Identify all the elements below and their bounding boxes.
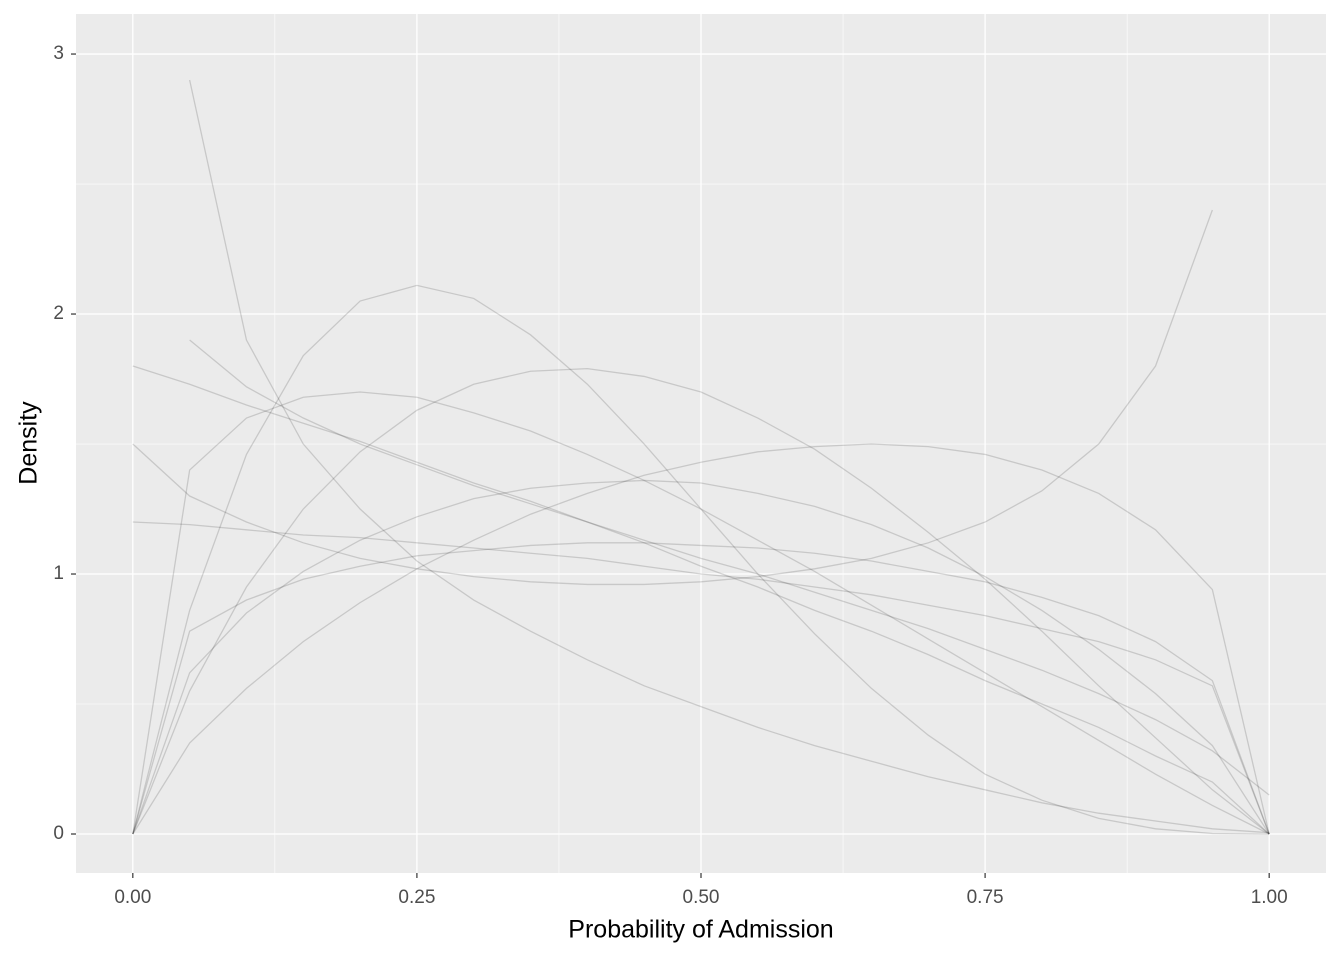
x-tick-label: 0.00: [114, 887, 151, 908]
density-line: [132, 391, 1270, 835]
x-tick-label: 0.25: [398, 887, 435, 908]
y-axis-title: Density: [15, 401, 43, 485]
x-tick-label: 0.75: [967, 887, 1004, 908]
density-line: [132, 443, 1270, 835]
y-tick-label: 1: [53, 563, 64, 584]
density-line: [132, 542, 1270, 835]
density-line: [132, 209, 1213, 586]
y-tick-label: 2: [53, 303, 64, 324]
y-tick-label: 3: [53, 43, 64, 64]
density-line: [132, 365, 1270, 835]
density-line: [189, 79, 1270, 834]
density-line: [189, 339, 1270, 796]
x-axis-title: Probability of Admission: [568, 916, 833, 944]
x-tick-label: 0.50: [683, 887, 720, 908]
x-tick-label: 1.00: [1251, 887, 1288, 908]
density-line: [132, 521, 1270, 835]
density-line: [132, 479, 1270, 835]
density-line: [132, 284, 1270, 835]
density-line: [132, 367, 1270, 835]
y-tick-label: 0: [53, 823, 64, 844]
